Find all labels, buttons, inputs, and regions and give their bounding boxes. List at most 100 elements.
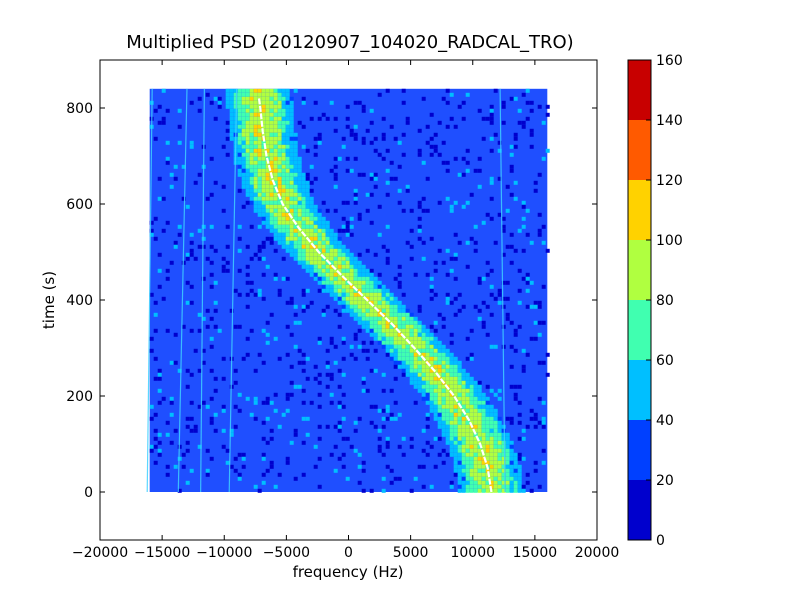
- heatmap-cell: [245, 160, 250, 165]
- heatmap-cell: [485, 420, 490, 425]
- heatmap-cell: [225, 120, 230, 125]
- heatmap-cell: [177, 224, 182, 229]
- x-tick-label: 5000: [393, 545, 429, 561]
- heatmap-cell: [429, 112, 434, 117]
- heatmap-cell: [169, 172, 174, 177]
- heatmap-cell: [393, 416, 398, 421]
- heatmap-cell: [321, 268, 326, 273]
- heatmap-cell: [321, 216, 326, 221]
- heatmap-cell: [345, 156, 350, 161]
- heatmap-cell: [413, 364, 418, 369]
- heatmap-cell: [225, 460, 230, 465]
- heatmap-cell: [469, 440, 474, 445]
- heatmap-cell: [337, 236, 342, 241]
- heatmap-cell: [413, 324, 418, 329]
- heatmap-cell: [321, 260, 326, 265]
- heatmap-cell: [441, 372, 446, 377]
- heatmap-cell: [165, 268, 170, 273]
- heatmap-cell: [389, 312, 394, 317]
- heatmap-cell: [417, 308, 422, 313]
- heatmap-cell: [541, 416, 546, 421]
- heatmap-cell: [253, 104, 258, 109]
- heatmap-cell: [317, 436, 322, 441]
- heatmap-cell: [349, 312, 354, 317]
- heatmap-cell: [269, 104, 274, 109]
- heatmap-cell: [257, 156, 262, 161]
- heatmap-cell: [301, 180, 306, 185]
- heatmap-cell: [293, 136, 298, 141]
- heatmap-cell: [401, 88, 406, 93]
- heatmap-cell: [337, 292, 342, 297]
- heatmap-cell: [317, 484, 322, 489]
- heatmap-cell: [285, 100, 290, 105]
- heatmap-cell: [309, 236, 314, 241]
- heatmap-cell: [277, 240, 282, 245]
- heatmap-cell: [449, 452, 454, 457]
- heatmap-cell: [417, 336, 422, 341]
- heatmap-cell: [261, 172, 266, 177]
- heatmap-cell: [189, 468, 194, 473]
- heatmap-cell: [213, 116, 218, 121]
- heatmap-cell: [285, 236, 290, 241]
- heatmap-cell: [473, 468, 478, 473]
- heatmap-cell: [225, 104, 230, 109]
- heatmap-cell: [445, 452, 450, 457]
- heatmap-cell: [513, 196, 518, 201]
- heatmap-cell: [197, 444, 202, 449]
- heatmap-cell: [389, 352, 394, 357]
- heatmap-cell: [433, 340, 438, 345]
- heatmap-cell: [465, 444, 470, 449]
- heatmap-cell: [457, 412, 462, 417]
- heatmap-cell: [361, 172, 366, 177]
- heatmap-cell: [309, 204, 314, 209]
- heatmap-cell: [233, 468, 238, 473]
- heatmap-cell: [293, 160, 298, 165]
- heatmap-cell: [377, 448, 382, 453]
- heatmap-cell: [345, 436, 350, 441]
- heatmap-cell: [545, 372, 550, 377]
- heatmap-cell: [377, 308, 382, 313]
- heatmap-cell: [369, 288, 374, 293]
- heatmap-cell: [437, 380, 442, 385]
- heatmap-cell: [265, 224, 270, 229]
- heatmap-cell: [285, 352, 290, 357]
- heatmap-cell: [277, 108, 282, 113]
- heatmap-cell: [253, 152, 258, 157]
- heatmap-cell: [465, 480, 470, 485]
- heatmap-cell: [245, 148, 250, 153]
- heatmap-cell: [445, 380, 450, 385]
- heatmap-cell: [341, 340, 346, 345]
- heatmap-cell: [353, 288, 358, 293]
- heatmap-cell: [317, 140, 322, 145]
- heatmap-cell: [337, 288, 342, 293]
- heatmap-cell: [401, 372, 406, 377]
- heatmap-cell: [257, 212, 262, 217]
- heatmap-cell: [445, 432, 450, 437]
- heatmap-cell: [261, 192, 266, 197]
- heatmap-cell: [453, 404, 458, 409]
- heatmap-cell: [521, 216, 526, 221]
- heatmap-cell: [221, 268, 226, 273]
- heatmap-cell: [333, 176, 338, 181]
- heatmap-cell: [249, 156, 254, 161]
- heatmap-cell: [505, 464, 510, 469]
- heatmap-cell: [449, 368, 454, 373]
- heatmap-cell: [281, 164, 286, 169]
- heatmap-cell: [273, 128, 278, 133]
- heatmap-cell: [237, 452, 242, 457]
- heatmap-cell: [241, 164, 246, 169]
- heatmap-cell: [493, 452, 498, 457]
- heatmap-cell: [441, 356, 446, 361]
- heatmap-cell: [485, 412, 490, 417]
- heatmap-cell: [477, 460, 482, 465]
- heatmap-cell: [521, 364, 526, 369]
- chart-title: Multiplied PSD (20120907_104020_RADCAL_T…: [126, 32, 573, 53]
- heatmap-cell: [457, 292, 462, 297]
- heatmap-cell: [249, 108, 254, 113]
- heatmap-cell: [449, 412, 454, 417]
- heatmap-cell: [421, 352, 426, 357]
- heatmap-cell: [389, 296, 394, 301]
- heatmap-cell: [289, 248, 294, 253]
- heatmap-cell: [257, 256, 262, 261]
- heatmap-cell: [401, 344, 406, 349]
